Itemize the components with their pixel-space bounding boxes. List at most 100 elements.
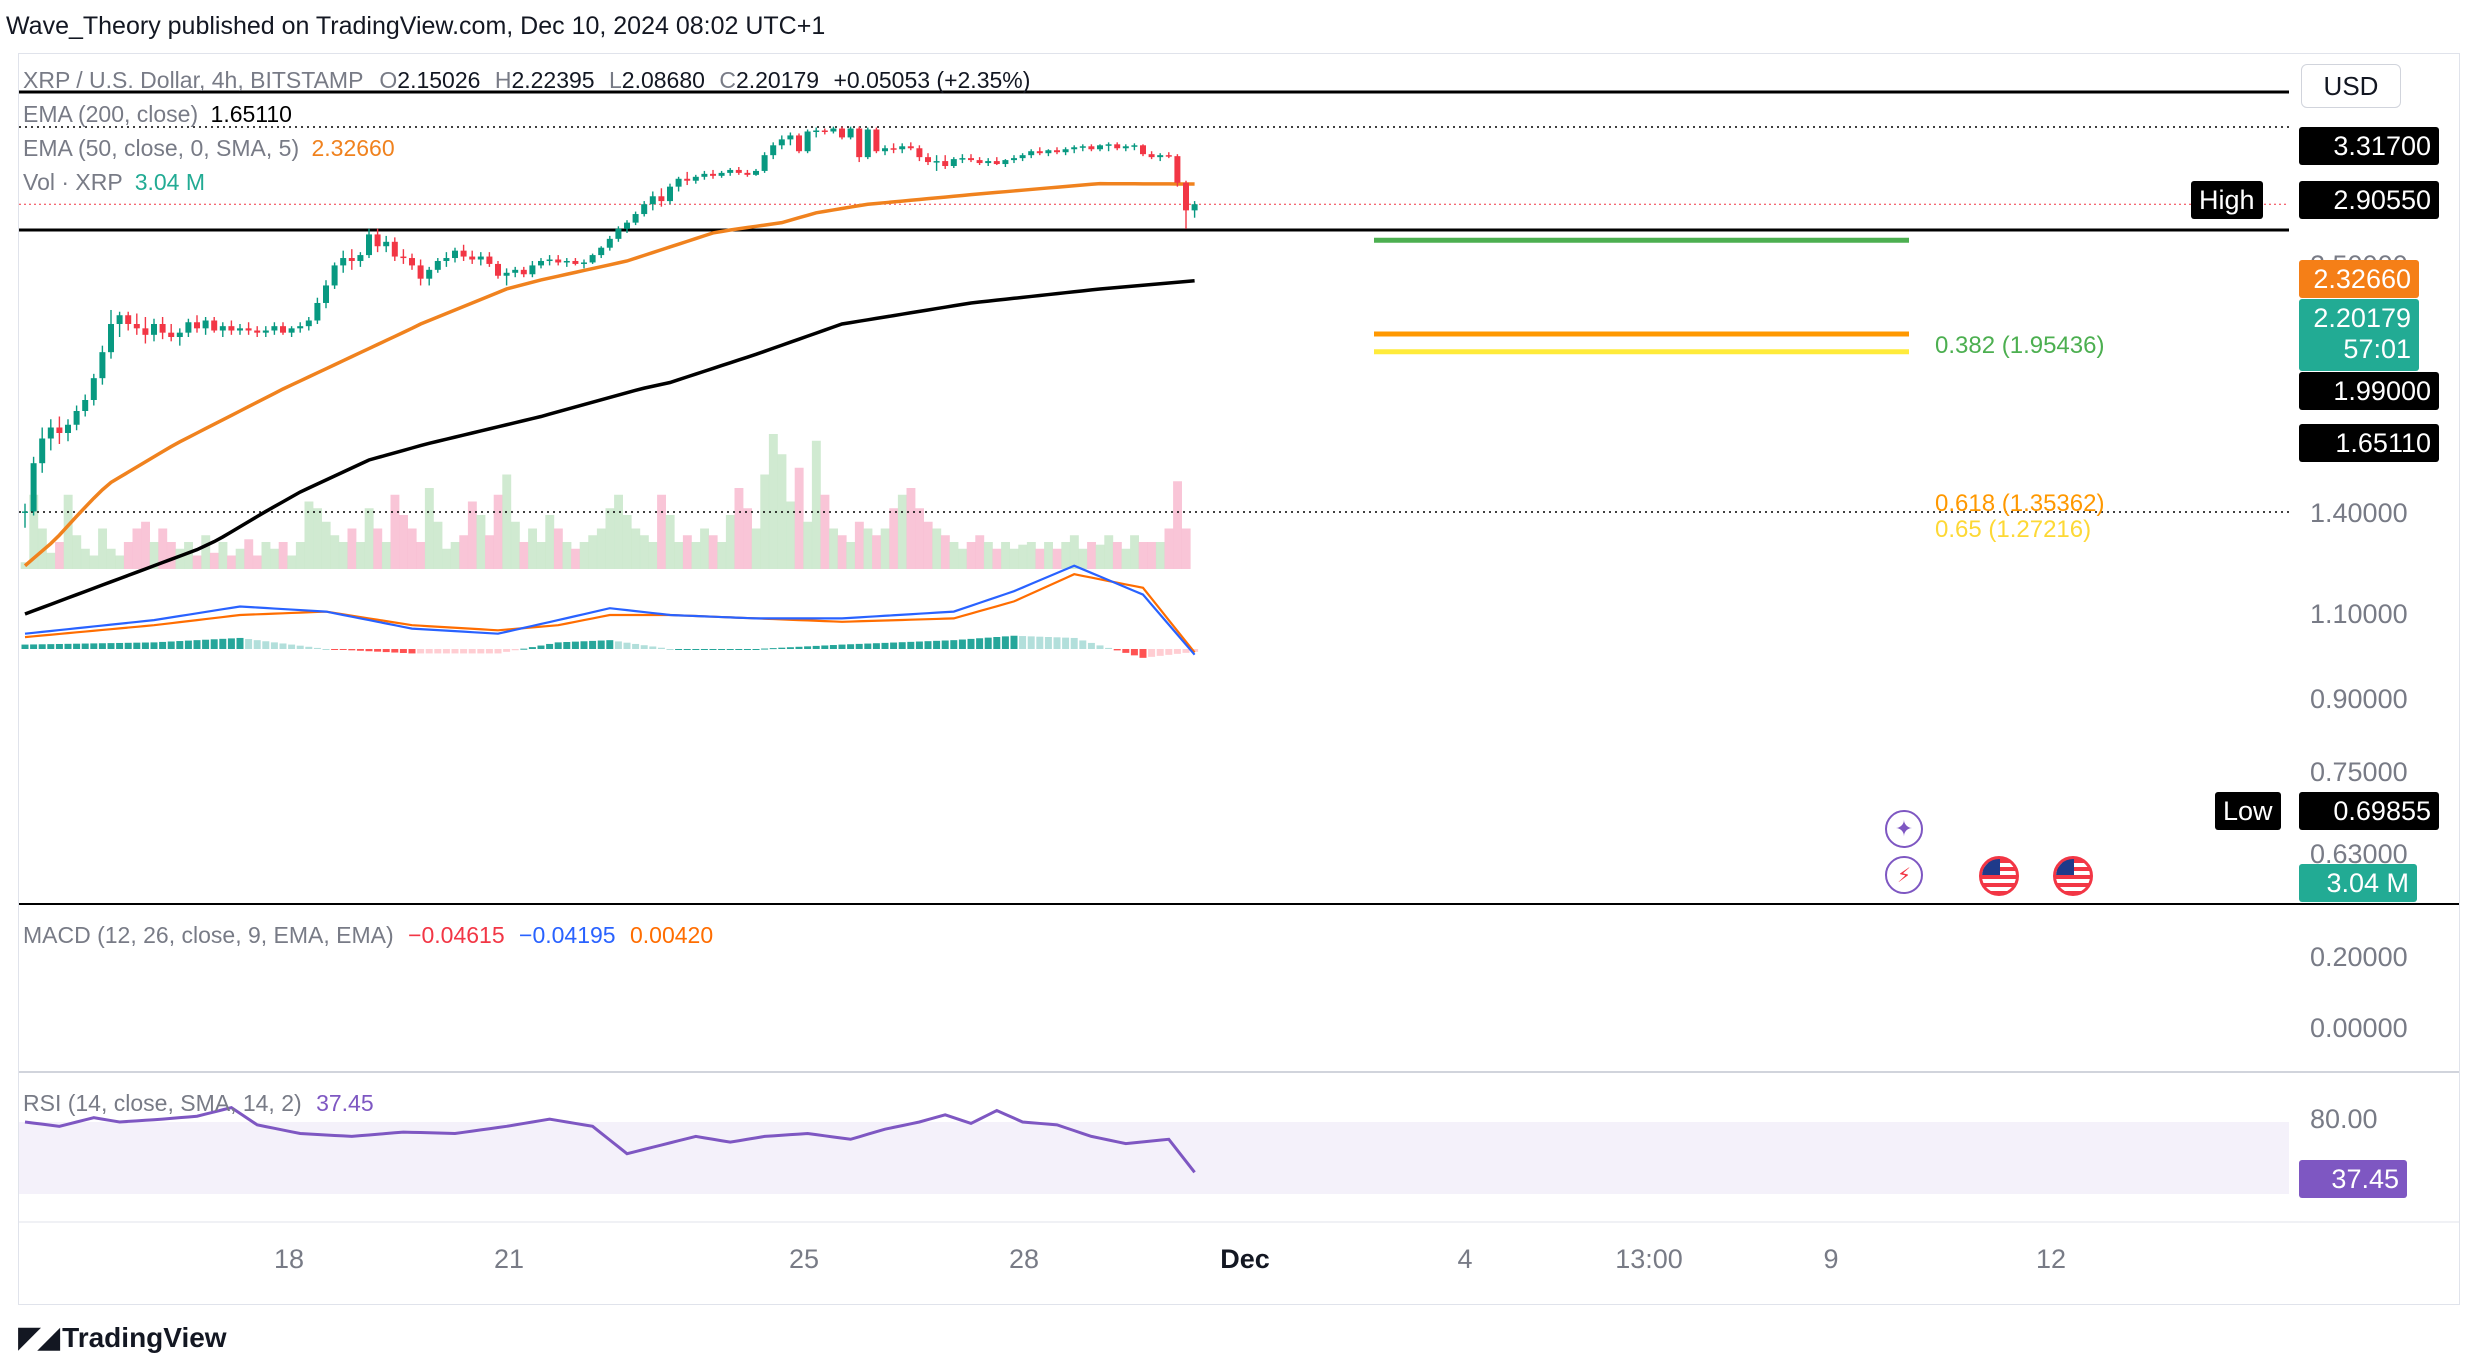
candle-body [710, 173, 716, 176]
price-label-075: 0.75000 [2310, 757, 2408, 787]
candle-body [624, 222, 630, 229]
chart-canvas[interactable] [19, 54, 2459, 1304]
macd-hist-value: −0.04615 [408, 922, 505, 948]
candle-body [968, 158, 974, 161]
ema200-legend[interactable]: EMA (200, close) 1.65110 [23, 101, 292, 128]
candle-body [452, 250, 458, 259]
volume-legend[interactable]: Vol · XRP 3.04 M [23, 169, 205, 196]
x-tick-9: 9 [1823, 1244, 1839, 1274]
ema50-legend[interactable]: EMA (50, close, 0, SMA, 5) 2.32660 [23, 135, 395, 162]
x-tick-28: 28 [1008, 1244, 1040, 1274]
macd-histogram-bar [743, 649, 751, 650]
x-tick-21: 21 [493, 1244, 525, 1274]
macd-histogram-bar [1113, 649, 1121, 651]
macd-histogram-bar [167, 641, 175, 649]
candle-body [615, 228, 622, 239]
candle-body [245, 328, 252, 331]
macd-histogram-bar [468, 649, 476, 654]
low-tag-label: Low [2215, 792, 2281, 830]
candle-body [133, 324, 140, 329]
volume-bar [218, 542, 228, 569]
candle-body [1105, 144, 1112, 146]
currency-button[interactable]: USD [2301, 64, 2401, 108]
candle-body [692, 176, 699, 181]
candle-body [82, 400, 89, 411]
us-flag-event-icon-2[interactable] [2053, 856, 2093, 896]
ema200-label: EMA (200, close) [23, 101, 199, 127]
macd-legend[interactable]: MACD (12, 26, close, 9, EMA, EMA) −0.046… [23, 922, 713, 949]
volume-bar [1018, 544, 1028, 569]
volume-bar [390, 494, 400, 569]
volume-bar [949, 542, 959, 569]
candle-body [409, 258, 415, 266]
macd-histogram-bar [606, 640, 614, 649]
macd-label-020: 0.20000 [2310, 942, 2408, 972]
volume-bar [450, 542, 460, 569]
volume-bar [657, 494, 666, 569]
ema200-price-tag: 1.65110 [2299, 424, 2439, 462]
volume-bar [244, 539, 254, 569]
price-label-140: 1.40000 [2310, 498, 2408, 528]
macd-histogram-bar [735, 649, 743, 650]
ema200-value: 1.65110 [210, 101, 292, 127]
candle-body [254, 330, 261, 333]
macd-histogram-bar [623, 642, 631, 649]
volume-bar [1026, 542, 1036, 569]
candle-body [56, 427, 63, 433]
low-label: L [608, 67, 622, 93]
volume-bar [743, 508, 752, 569]
x-tick-1300: 13:00 [1615, 1244, 1683, 1274]
chart-frame: XRP / U.S. Dollar, 4h, BITSTAMP O2.15026… [18, 53, 2460, 1305]
candle-body [753, 170, 759, 175]
candle-body [1148, 154, 1155, 158]
us-flag-event-icon[interactable] [1979, 856, 2019, 896]
macd-histogram-bar [227, 638, 235, 649]
macd-histogram-bar [580, 641, 588, 649]
volume-bar [330, 535, 340, 569]
candle-body [899, 146, 906, 150]
candle-body [890, 148, 897, 150]
macd-histogram-bar [288, 644, 296, 649]
candle-body [649, 196, 656, 205]
macd-histogram-bar [73, 643, 81, 649]
macd-histogram-bar [47, 644, 55, 649]
candle-body [1191, 204, 1198, 211]
candle-body [778, 139, 785, 146]
candle-body [108, 324, 114, 353]
macd-signal-line [24, 573, 1196, 654]
volume-bar [1138, 542, 1148, 569]
candle-body [1036, 151, 1043, 154]
volume-bar [1009, 548, 1019, 569]
candle-body [804, 131, 811, 152]
open-value: 2.15026 [397, 67, 481, 93]
high-tag-value: 2.90550 [2299, 181, 2439, 219]
volume-bar [854, 521, 864, 569]
candle-body [684, 178, 691, 181]
rsi-band [19, 1122, 2289, 1194]
macd-label-000: 0.00000 [2310, 1013, 2408, 1043]
macd-histogram-bar [339, 649, 347, 650]
publisher-attribution: Wave_Theory published on TradingView.com… [6, 12, 826, 40]
ideas-sparkle-icon[interactable]: ✦ [1885, 810, 1923, 848]
candle-body [701, 173, 708, 177]
volume-bar [829, 528, 838, 569]
tradingview-logo[interactable]: ◤◢ TradingView [18, 1320, 227, 1355]
volume-bar [751, 528, 761, 569]
macd-histogram-bar [176, 641, 184, 649]
candle-body [90, 378, 97, 400]
macd-histogram-bar [769, 648, 777, 650]
volume-bar [1121, 548, 1131, 569]
volume-bar [562, 542, 572, 569]
macd-histogram-bar [1156, 649, 1164, 656]
flag-canton [1982, 859, 2000, 875]
macd-histogram-bar [537, 645, 545, 649]
rsi-label-80: 80.00 [2310, 1104, 2378, 1134]
candle-body [1062, 149, 1069, 153]
macd-histogram-bar [829, 645, 837, 649]
alert-lightning-icon[interactable]: ⚡ [1885, 856, 1923, 894]
rsi-legend[interactable]: RSI (14, close, SMA, 14, 2) 37.45 [23, 1090, 374, 1117]
volume-bar [1181, 528, 1191, 569]
macd-histogram-bar [133, 642, 141, 649]
high-value: 2.22395 [511, 67, 595, 93]
volume-bar [588, 535, 598, 569]
